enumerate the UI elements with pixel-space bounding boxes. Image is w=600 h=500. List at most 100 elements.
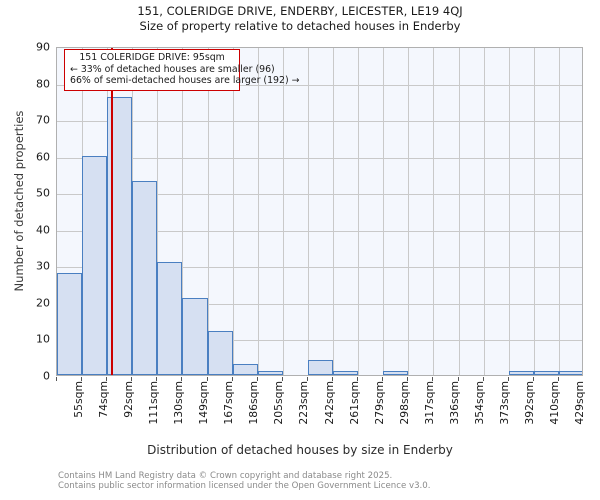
gridline-vertical (232, 48, 234, 375)
y-tick-label: 50 (36, 186, 50, 200)
x-tick-label: 298sqm (397, 381, 411, 425)
gridline-vertical (383, 48, 385, 375)
x-tick-mark (56, 377, 57, 381)
footer-line-2: Contains public sector information licen… (58, 481, 431, 492)
gridline-horizontal (57, 121, 582, 123)
annotation-line-2: ← 33% of detached houses are smaller (96… (70, 63, 275, 75)
x-axis-title: Distribution of detached houses by size … (147, 443, 453, 457)
gridline-vertical (458, 48, 460, 375)
x-tick-label: 354sqm (473, 381, 487, 425)
plot-area (56, 47, 583, 376)
x-tick-mark (256, 377, 258, 381)
x-tick-label: 317sqm (422, 381, 436, 425)
x-tick-label: 167sqm (222, 381, 236, 425)
title-block: 151, COLERIDGE DRIVE, ENDERBY, LEICESTER… (0, 4, 600, 34)
gridline-vertical (182, 48, 184, 375)
chart-subtitle: Size of property relative to detached ho… (139, 19, 461, 33)
x-tick-label: 392sqm (523, 381, 537, 425)
histogram-bar (257, 371, 283, 375)
gridline-vertical (508, 48, 510, 375)
x-tick-label: 55sqm (71, 381, 85, 418)
x-tick-mark (557, 377, 559, 381)
histogram-bar (533, 371, 559, 375)
x-tick-mark (181, 377, 183, 381)
gridline-horizontal (57, 267, 582, 269)
y-tick-label: 70 (36, 113, 50, 127)
y-tick-label: 20 (36, 296, 50, 310)
page-title: 151, COLERIDGE DRIVE, ENDERBY, LEICESTER… (137, 4, 463, 18)
gridline-vertical (408, 48, 410, 375)
histogram-bar (57, 272, 83, 375)
x-tick-label: 410sqm (548, 381, 562, 425)
x-tick-mark (482, 377, 484, 381)
annotation-line-1: 151 COLERIDGE DRIVE: 95sqm (79, 52, 225, 63)
gridline-vertical (207, 48, 209, 375)
x-tick-mark (306, 377, 308, 381)
histogram-bar (558, 371, 582, 375)
gridline-horizontal (57, 230, 582, 232)
x-tick-mark (332, 377, 334, 381)
x-tick-label: 336sqm (447, 381, 461, 425)
gridline-vertical (257, 48, 259, 375)
y-tick-label: 60 (36, 150, 50, 164)
y-tick-label: 10 (36, 332, 50, 346)
histogram-bar (182, 298, 208, 375)
plot-wrapper: 151 COLERIDGE DRIVE: 95sqm ← 33% of deta… (56, 47, 583, 376)
property-marker-line (111, 48, 114, 375)
gridline-vertical (358, 48, 360, 375)
x-tick-mark (106, 377, 108, 381)
x-tick-label: 149sqm (197, 381, 211, 425)
gridline-horizontal (57, 194, 582, 196)
x-tick-mark (357, 377, 359, 381)
x-tick-mark (407, 377, 409, 381)
histogram-bar (132, 181, 158, 375)
histogram-bar (232, 364, 258, 375)
gridline-vertical (307, 48, 309, 375)
x-axis-ticks: 55sqm 74sqm 92sqm 111sqm 130sqm 149sqm 167sqm 1… (56, 381, 587, 437)
gridline-vertical (157, 48, 159, 375)
histogram-bar (333, 371, 359, 375)
x-tick-mark (532, 377, 534, 381)
histogram-bar (82, 155, 108, 375)
y-axis-ticks: 0 10 20 30 40 50 60 70 80 90 (0, 42, 50, 382)
x-tick-label: 242sqm (322, 381, 336, 425)
gridline-vertical (333, 48, 335, 375)
histogram-bar (383, 371, 409, 375)
gridline-horizontal (57, 157, 582, 159)
x-tick-mark (457, 377, 459, 381)
x-tick-label: 279sqm (372, 381, 386, 425)
x-tick-label: 223sqm (297, 381, 311, 425)
x-tick-mark (281, 377, 283, 381)
footer-line-1: Contains HM Land Registry data © Crown c… (58, 471, 393, 481)
gridline-horizontal (57, 340, 582, 342)
gridline-horizontal (57, 84, 582, 86)
gridline-vertical (558, 48, 560, 375)
y-axis-title: Number of detached properties (12, 110, 26, 292)
y-tick-label: 90 (36, 40, 50, 54)
histogram-bar (157, 261, 183, 375)
gridline-horizontal (57, 303, 582, 305)
gridline-vertical (483, 48, 485, 375)
x-tick-label: 111sqm (146, 381, 160, 425)
y-tick-label: 80 (36, 77, 50, 91)
x-tick-mark (206, 377, 208, 381)
x-tick-mark (231, 377, 233, 381)
y-tick-label: 0 (43, 369, 50, 383)
x-tick-label: 429sqm (573, 381, 587, 425)
histogram-bar (508, 371, 534, 375)
y-tick-label: 40 (36, 223, 50, 237)
x-tick-label: 130sqm (171, 381, 185, 425)
x-tick-label: 205sqm (272, 381, 286, 425)
property-annotation-box: 151 COLERIDGE DRIVE: 95sqm ← 33% of deta… (64, 49, 299, 91)
gridline-vertical (433, 48, 435, 375)
histogram-bar (307, 360, 334, 375)
x-tick-mark (432, 377, 434, 381)
x-tick-label: 186sqm (247, 381, 261, 425)
gridline-vertical (533, 48, 535, 375)
gridline-vertical (282, 48, 284, 375)
x-tick-mark (131, 377, 133, 381)
x-tick-mark (507, 377, 509, 381)
x-tick-label: 373sqm (498, 381, 512, 425)
histogram-bar (207, 331, 233, 375)
x-tick-label: 74sqm (96, 381, 110, 418)
